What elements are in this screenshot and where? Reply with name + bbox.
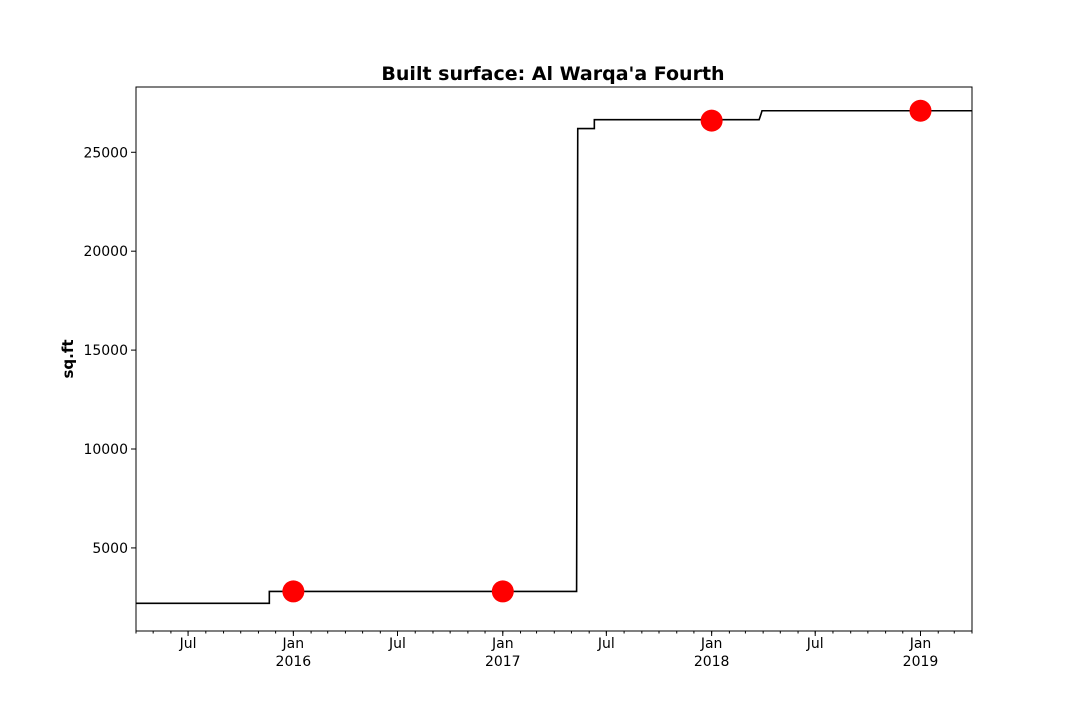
x-tick-label: Jul <box>806 636 824 652</box>
x-tick-label: Jul <box>179 636 197 652</box>
plot-area <box>136 99 972 605</box>
data-point-marker <box>909 99 932 122</box>
x-tick-label: Jan <box>282 636 305 652</box>
x-tick-label: Jan <box>700 636 723 652</box>
data-point-marker <box>491 580 514 603</box>
step-series-line <box>136 109 972 605</box>
x-tick-year-label: 2018 <box>694 654 730 670</box>
data-point-marker <box>700 109 723 132</box>
plot-frame <box>135 86 973 632</box>
x-tick-year-label: 2017 <box>485 654 521 670</box>
y-tick-label: 5000 <box>92 541 128 557</box>
y-tick-label: 10000 <box>83 442 128 458</box>
y-tick-label: 20000 <box>83 244 128 260</box>
x-tick-label: Jan <box>909 636 932 652</box>
x-tick-label: Jan <box>491 636 514 652</box>
y-tick-label: 25000 <box>83 145 128 161</box>
x-tick-year-label: 2016 <box>276 654 312 670</box>
x-axis: Jul Jan 2016 Jul Jan 2017 Jul Jan 2018 Jul Jan 2019 <box>135 631 973 670</box>
y-axis: 5000 10000 15000 20000 25000 <box>83 145 136 557</box>
x-tick-label: Jul <box>388 636 406 652</box>
x-tick-label: Jul <box>597 636 615 652</box>
y-tick-label: 15000 <box>83 343 128 359</box>
y-axis-label: sq.ft <box>59 339 77 378</box>
data-point-marker <box>282 580 305 603</box>
x-tick-year-label: 2019 <box>903 654 939 670</box>
chart-title: Built surface: Al Warqa'a Fourth <box>381 63 724 85</box>
